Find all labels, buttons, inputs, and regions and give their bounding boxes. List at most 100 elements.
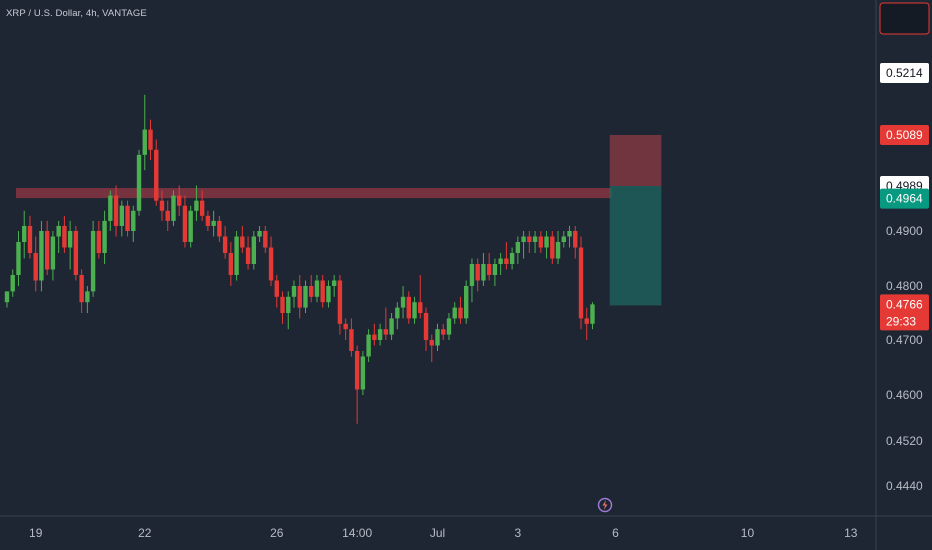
candle-body (389, 318, 394, 335)
candle (326, 280, 331, 308)
candle-body (458, 307, 463, 319)
candle-body (22, 225, 27, 242)
candle-body (263, 231, 268, 248)
drawing-layer[interactable] (16, 135, 662, 306)
candle (199, 190, 205, 221)
candle (389, 313, 394, 340)
candle (131, 205, 136, 242)
candle (177, 185, 182, 216)
stop-loss-zone (609, 135, 662, 186)
candle-body (222, 236, 228, 253)
top-right-widget[interactable] (879, 2, 930, 35)
candle-body (331, 280, 337, 286)
candle (544, 231, 549, 259)
price-tag: 0.5214 (880, 63, 929, 83)
candle (102, 210, 107, 264)
candle-body (119, 205, 124, 226)
candle-body (159, 200, 165, 211)
candle (515, 236, 521, 264)
candle (39, 220, 44, 292)
candle (16, 231, 21, 286)
price-tag: 0.4766 29:33 (880, 294, 929, 331)
price-tick-label: 0.4440 (886, 479, 923, 493)
candle (377, 323, 383, 346)
candle (418, 275, 423, 319)
candle (108, 190, 113, 231)
candle-body (377, 329, 383, 340)
time-tick-label: 22 (138, 526, 152, 540)
candle-body (194, 200, 199, 211)
candle (22, 210, 27, 259)
candle-body (154, 149, 159, 201)
candle (550, 231, 555, 264)
candle (148, 119, 153, 160)
candle-body (50, 236, 56, 270)
candle (67, 220, 73, 270)
candle (85, 286, 90, 313)
candle-body (354, 351, 360, 390)
candle-body (274, 280, 279, 297)
candle-body (90, 231, 96, 292)
candle (274, 275, 279, 308)
price-axis[interactable]: 0.4440 0.4520 0.4600 0.4700 0.4800 0.4900 (886, 224, 923, 493)
candle-body (234, 236, 239, 275)
price-tag-box (880, 125, 929, 145)
candle (429, 334, 434, 362)
candle-body (521, 236, 526, 242)
time-axis[interactable]: 19 22 26 14:00 Jul 3 6 10 13 (29, 526, 858, 540)
candle-body (297, 286, 302, 308)
candle-body (498, 258, 503, 264)
candle (412, 296, 417, 324)
candle-body (320, 280, 325, 303)
candle-body (136, 154, 142, 211)
candle (486, 253, 492, 281)
candle (383, 307, 389, 340)
candle-body (481, 264, 486, 281)
candle-body (16, 242, 21, 275)
candle (372, 323, 377, 346)
candle (400, 286, 406, 319)
candle-body (567, 231, 572, 237)
price-tag-value: 0.4766 (886, 297, 923, 311)
price-tag-box (880, 188, 929, 209)
candle-body (10, 275, 15, 292)
flash-icon[interactable] (597, 497, 613, 513)
candle-body (486, 264, 492, 275)
candle-body (309, 286, 314, 297)
candle-body (469, 264, 475, 286)
time-tick-label: 14:00 (342, 526, 372, 540)
candle (584, 307, 589, 340)
price-tick-label: 0.4700 (886, 333, 923, 347)
time-tick-label: 10 (741, 526, 755, 540)
candle (435, 323, 440, 351)
time-tick-label: Jul (430, 526, 445, 540)
candle (504, 242, 509, 270)
candle-body (578, 247, 584, 319)
candle (354, 345, 360, 424)
candle (165, 200, 170, 231)
candles-layer (4, 94, 595, 424)
price-tag-value: 0.5089 (886, 128, 923, 142)
candle-body (240, 236, 245, 248)
price-tick-label: 0.4900 (886, 224, 923, 238)
candle (171, 190, 176, 226)
candle-body (550, 236, 555, 259)
candle (56, 220, 61, 253)
candle (498, 253, 503, 275)
candle (182, 195, 188, 248)
time-tick-label: 6 (612, 526, 619, 540)
candle (268, 236, 274, 286)
candle-body (372, 334, 377, 340)
price-tag: 0.5089 (880, 125, 929, 145)
candle (245, 236, 251, 270)
candle (458, 296, 463, 324)
candle (222, 225, 228, 259)
candle (303, 280, 308, 313)
candle (194, 185, 199, 221)
candle-body (148, 129, 153, 150)
candle-body (39, 231, 44, 281)
candle-body (446, 318, 452, 335)
candle-body (435, 329, 440, 346)
